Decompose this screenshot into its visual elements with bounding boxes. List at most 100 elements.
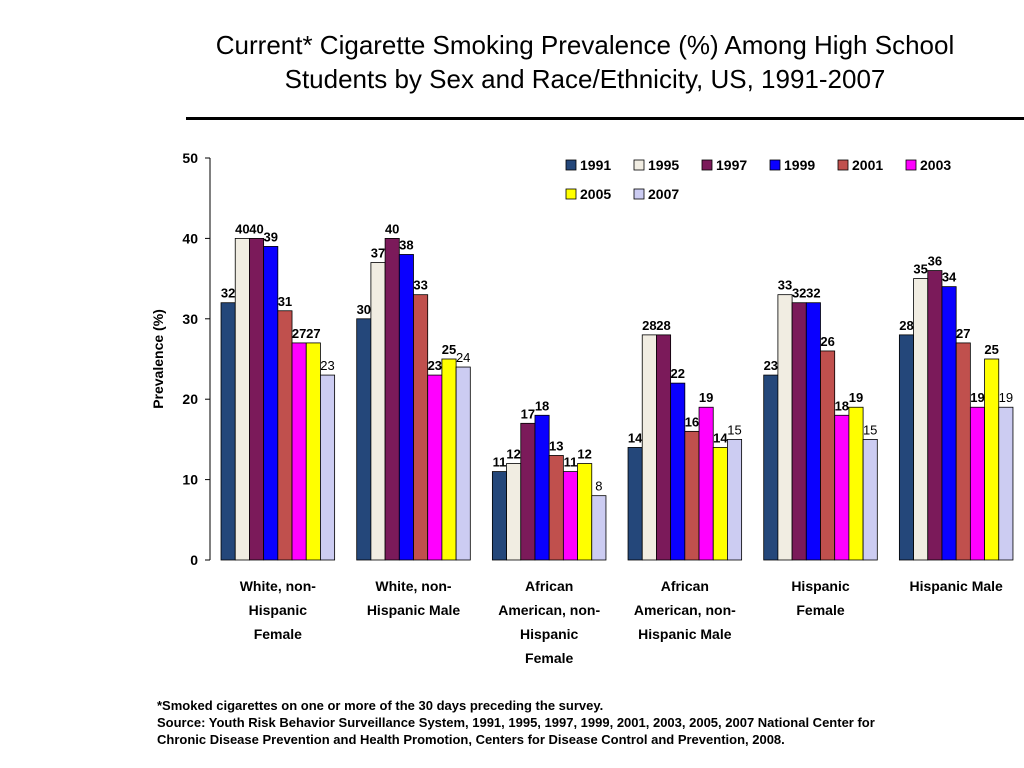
data-label: 33 xyxy=(778,278,792,293)
legend-swatch-2003 xyxy=(905,159,917,171)
data-label: 18 xyxy=(835,398,849,413)
legend-swatch-2005 xyxy=(565,188,577,200)
x-category-label: Hispanic xyxy=(791,578,850,594)
legend-label-2005: 2005 xyxy=(580,186,611,202)
chart-bars xyxy=(220,237,1014,561)
bar-1995-group-6 xyxy=(913,278,929,561)
bar-2005-group-2 xyxy=(441,358,457,561)
legend-swatch-1997 xyxy=(701,159,713,171)
data-label: 15 xyxy=(863,422,877,437)
bar-1999-group-1 xyxy=(263,246,279,561)
data-label: 8 xyxy=(595,479,602,494)
bar-2001-group-5 xyxy=(820,350,836,561)
chart-legend: 1991 1995 1997 1999 2001 2003 2005 2007 xyxy=(565,157,951,202)
legend-label-1995: 1995 xyxy=(648,157,679,173)
bar-1999-group-2 xyxy=(398,254,414,561)
data-label: 23 xyxy=(320,358,334,373)
bar-2007-group-2 xyxy=(455,366,471,561)
bar-1999-group-6 xyxy=(941,286,957,561)
bar-1995-group-4 xyxy=(641,334,657,561)
data-label: 19 xyxy=(699,390,713,405)
data-label: 33 xyxy=(413,278,427,293)
legend-label-2007: 2007 xyxy=(648,186,679,202)
chart-title: Current* Cigarette Smoking Prevalence (%… xyxy=(120,28,1024,96)
x-category-label: Female xyxy=(796,602,844,618)
bar-2005-group-4 xyxy=(712,447,728,561)
data-label: 40 xyxy=(385,221,399,236)
x-category-label: Hispanic Male xyxy=(367,602,461,618)
bar-2003-group-4 xyxy=(698,406,714,561)
bar-2003-group-1 xyxy=(291,342,307,561)
bar-2007-group-4 xyxy=(727,438,743,561)
bar-1991-group-5 xyxy=(763,374,779,561)
data-label: 16 xyxy=(685,414,699,429)
data-label: 28 xyxy=(899,318,913,333)
data-label: 25 xyxy=(984,342,998,357)
bar-1995-group-5 xyxy=(777,294,793,561)
bar-2007-group-1 xyxy=(320,374,336,561)
x-category-label: African xyxy=(525,578,573,594)
data-label: 30 xyxy=(357,302,371,317)
data-label: 40 xyxy=(249,221,263,236)
data-label: 36 xyxy=(928,254,942,269)
bar-2007-group-6 xyxy=(998,406,1014,561)
data-label: 24 xyxy=(456,350,470,365)
bar-1995-group-2 xyxy=(370,262,386,561)
data-label: 40 xyxy=(235,221,249,236)
bar-2007-group-5 xyxy=(862,438,878,561)
bar-1991-group-1 xyxy=(220,302,236,561)
data-label: 27 xyxy=(292,326,306,341)
legend-label-1999: 1999 xyxy=(784,157,815,173)
bar-2005-group-5 xyxy=(848,406,864,561)
bar-1995-group-1 xyxy=(234,237,250,561)
x-category-label: White, non- xyxy=(240,578,317,594)
data-label: 12 xyxy=(506,447,520,462)
x-category-label: Hispanic Male xyxy=(909,578,1003,594)
data-label: 28 xyxy=(656,318,670,333)
legend-label-2003: 2003 xyxy=(920,157,951,173)
chart-axes: 0 10 20 30 40 50 Prevalence (%) White, non- Hisp… xyxy=(150,150,1003,666)
footnote-definition: *Smoked cigarettes on one or more of the… xyxy=(157,698,604,713)
data-label: 34 xyxy=(942,270,957,285)
data-label: 25 xyxy=(442,342,456,357)
bar-1991-group-2 xyxy=(356,318,372,561)
y-tick-label: 40 xyxy=(182,230,198,246)
bar-1999-group-3 xyxy=(534,414,550,561)
data-label: 28 xyxy=(642,318,656,333)
bar-2001-group-2 xyxy=(413,294,429,561)
bar-1997-group-2 xyxy=(384,237,400,561)
data-label: 14 xyxy=(628,430,643,445)
bar-2003-group-3 xyxy=(562,471,578,561)
data-label: 18 xyxy=(535,398,549,413)
legend-swatch-2007 xyxy=(633,188,645,200)
x-category-label: Hispanic xyxy=(520,626,579,642)
legend-swatch-1991 xyxy=(565,159,577,171)
bar-2005-group-3 xyxy=(577,463,593,561)
data-label: 23 xyxy=(428,358,442,373)
x-category-label: African xyxy=(661,578,709,594)
data-label: 26 xyxy=(820,334,834,349)
bar-1997-group-3 xyxy=(520,422,536,561)
data-label: 23 xyxy=(764,358,778,373)
bar-2001-group-6 xyxy=(955,342,971,561)
x-category-label: Female xyxy=(254,626,302,642)
bar-1997-group-4 xyxy=(656,334,672,561)
data-label: 19 xyxy=(999,390,1013,405)
bar-1997-group-6 xyxy=(927,270,943,561)
bar-2003-group-6 xyxy=(969,406,985,561)
footnote: *Smoked cigarettes on one or more of the… xyxy=(157,697,1024,748)
bar-2005-group-6 xyxy=(984,358,1000,561)
data-label: 32 xyxy=(806,286,820,301)
legend-swatch-2001 xyxy=(837,159,849,171)
x-category-label: Hispanic xyxy=(249,602,308,618)
data-label: 13 xyxy=(549,438,563,453)
legend-label-1997: 1997 xyxy=(716,157,747,173)
data-label: 12 xyxy=(577,447,591,462)
data-label: 27 xyxy=(956,326,970,341)
x-category-label: American, non- xyxy=(634,602,736,618)
bar-1991-group-4 xyxy=(627,447,643,561)
data-label: 22 xyxy=(670,366,684,381)
y-tick-label: 10 xyxy=(182,472,198,488)
y-tick-label: 0 xyxy=(190,552,198,568)
